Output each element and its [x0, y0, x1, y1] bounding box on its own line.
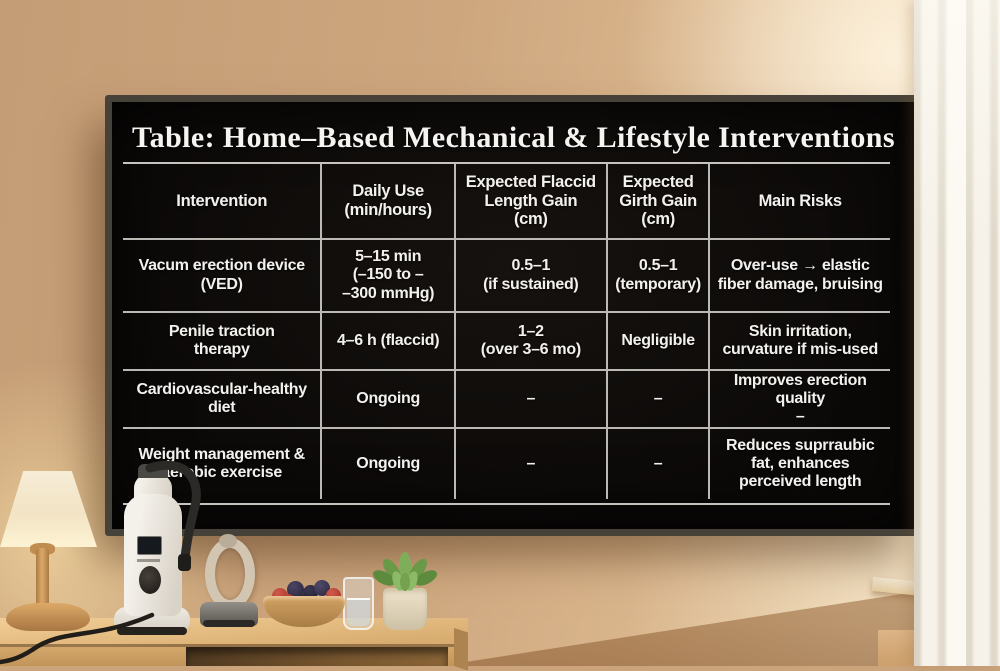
vacuum-device-button — [139, 566, 161, 594]
table-cell: – — [607, 371, 711, 429]
plant-pot — [383, 588, 427, 630]
succulent-plant — [373, 552, 437, 591]
traction-ring-base-trim — [203, 620, 255, 627]
table-cell: 5–15 min (–150 to – –300 mmHg) — [322, 240, 456, 313]
table-cell: 1–2 (over 3–6 mo) — [455, 313, 608, 371]
sideboard-seam — [0, 644, 468, 647]
vacuum-device-screen — [137, 536, 162, 555]
table-cell: Negligible — [607, 313, 711, 371]
table-cell: 0.5–1 (temporary) — [607, 240, 711, 313]
table-cell: Ongoing — [322, 429, 456, 499]
table-cell: – — [608, 429, 711, 499]
sheer-curtain — [914, 0, 1000, 666]
table-cell: Over-use → elastic fiber damage, bruisin… — [710, 240, 890, 313]
table-cell: Improves erection quality – — [710, 371, 890, 429]
vacuum-device-hose — [145, 460, 201, 571]
wall-board: Table: Home–Based Mechanical & Lifestyle… — [105, 95, 922, 536]
water-glass — [343, 577, 374, 630]
lamp-base — [6, 603, 90, 631]
table-cell: Skin irritation, curvature if mis-used — [710, 313, 890, 371]
sideboard-side — [454, 628, 468, 671]
table-cell: 0.5–1 (if sustained) — [455, 240, 608, 313]
power-cable — [0, 612, 155, 665]
vacuum-device-body — [124, 494, 182, 616]
column-header-length-gain: Expected Flaccid Length Gain (cm) — [455, 164, 608, 240]
column-header-intervention: Intervention — [123, 164, 323, 240]
water — [347, 597, 370, 626]
lamp-stem — [36, 548, 49, 610]
column-header-girth-gain: Expected Girth Gain (cm) — [607, 164, 711, 240]
table-cell: – — [455, 371, 608, 429]
table-cell: Penile traction therapy — [123, 313, 323, 371]
column-header-daily-use: Daily Use (min/hours) — [322, 164, 456, 240]
sideboard-opening — [186, 647, 448, 666]
vacuum-device-base-trim — [117, 627, 187, 635]
interventions-table: Intervention Daily Use (min/hours) Expec… — [123, 162, 890, 505]
vacuum-device-label — [137, 559, 160, 562]
table-cell: 4–6 h (flaccid) — [322, 313, 456, 371]
table-cell: Vacum erection device (VED) — [123, 240, 323, 313]
table-cell: Ongoing — [322, 371, 456, 429]
table-cell: Reduces suprraubic fat, enhances perceiv… — [726, 436, 875, 491]
traction-ring-hinge — [219, 534, 237, 548]
blueberry — [287, 581, 304, 598]
board-title: Table: Home–Based Mechanical & Lifestyle… — [132, 121, 895, 154]
table-cell: – — [456, 429, 608, 499]
column-header-main-risks: Main Risks — [710, 164, 890, 240]
table-cell: Cardiovascular-healthy diet — [123, 371, 323, 429]
